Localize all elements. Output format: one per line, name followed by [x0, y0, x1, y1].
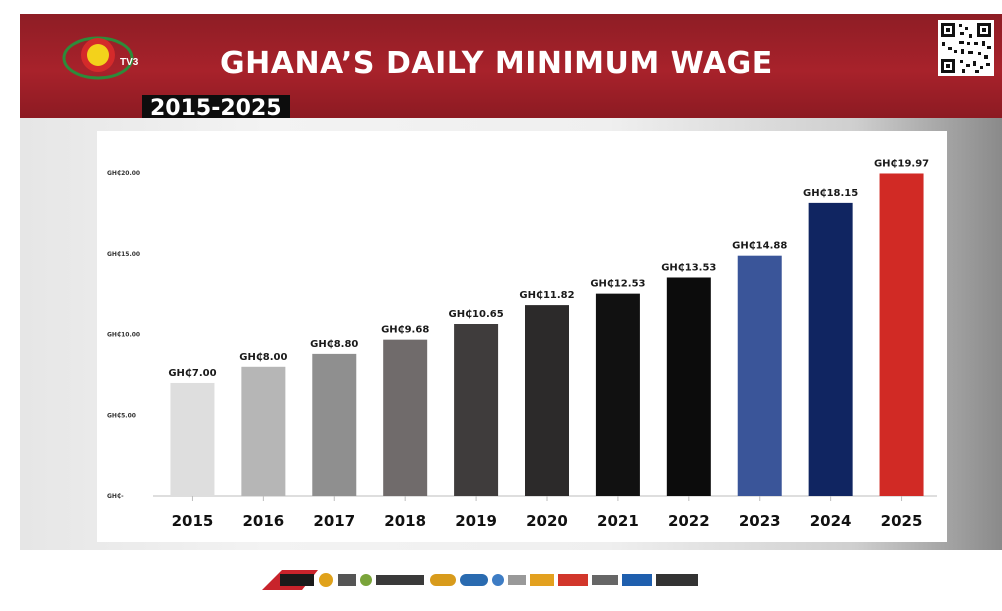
- y-tick-label: GH₵10.00: [107, 332, 140, 339]
- akoma-logo: [530, 574, 554, 586]
- page-title: GHANA’S DAILY MINIMUM WAGE: [220, 46, 773, 81]
- data-label: GH₵9.68: [381, 325, 429, 336]
- data-label: GH₵19.97: [874, 158, 929, 169]
- x-tick-label: 2020: [526, 512, 568, 530]
- bar-2020: [525, 305, 569, 496]
- data-label: GH₵8.80: [310, 339, 358, 350]
- data-label: GH₵12.53: [590, 279, 645, 290]
- bar-2018: [383, 339, 428, 496]
- data-label: GH₵10.65: [449, 309, 504, 320]
- year-range-label: 2015-2025: [142, 95, 290, 122]
- x-tick-label: 2023: [739, 512, 781, 530]
- sponsor-logos: [262, 570, 698, 590]
- x-tick-label: 2015: [172, 512, 214, 530]
- data-label: GH₵8.00: [239, 352, 287, 363]
- onua-tv-logo: [460, 574, 488, 586]
- 3fm-logo: [338, 574, 356, 586]
- tv3-logo: [62, 36, 134, 80]
- data-label: GH₵13.53: [661, 262, 716, 273]
- y-tick-label: GH₵5.00: [107, 412, 136, 419]
- chart-panel: GH₵- GH₵5.00 GH₵10.00 GH₵15.00 GH₵20.00 GH₵7.…: [97, 131, 947, 542]
- sponsor-logo-2: [592, 575, 618, 585]
- bar-2017: [312, 353, 357, 496]
- y-tick-label: GH₵20.00: [107, 170, 140, 177]
- bar-2021: [595, 293, 640, 496]
- tv3-sponsor-logo: [319, 573, 333, 587]
- x-tick-label: 2024: [810, 512, 852, 530]
- data-label: GH₵7.00: [168, 368, 216, 379]
- onua-logo: [430, 574, 456, 586]
- data-label: GH₵18.15: [803, 188, 858, 199]
- y-tick-label: GH₵15.00: [107, 251, 140, 258]
- x-tick-label: 2016: [242, 512, 284, 530]
- brand-label: TV3: [120, 57, 139, 68]
- data-label: GH₵14.88: [732, 241, 787, 252]
- bar-2025: [879, 173, 924, 496]
- x-tick-label: 2017: [313, 512, 355, 530]
- apl-logo: [622, 574, 652, 586]
- bar-chart: GH₵- GH₵5.00 GH₵10.00 GH₵15.00 GH₵20.00 GH₵7.…: [107, 158, 937, 530]
- connect-logo: [508, 575, 526, 585]
- qr-code-icon: [938, 20, 994, 76]
- 3news-logo: [492, 574, 504, 586]
- bar-2023: [737, 255, 782, 496]
- x-tick-label: 2019: [455, 512, 497, 530]
- x-tick-label: 2022: [668, 512, 710, 530]
- adom-logo: [558, 574, 588, 586]
- x-tick-label: 2018: [384, 512, 426, 530]
- x-tick-label: 2025: [881, 512, 923, 530]
- media-general-logo-block: [280, 574, 314, 586]
- bar-2015: [170, 382, 215, 496]
- bar-2022: [666, 277, 711, 496]
- foundation-logo: [376, 575, 424, 585]
- mg-digital-logo: [656, 574, 698, 586]
- bar-2019: [454, 324, 499, 496]
- y-tick-label: GH₵-: [107, 493, 124, 500]
- bar-2016: [241, 366, 286, 496]
- sponsor-logo: [360, 574, 372, 586]
- data-label: GH₵11.82: [519, 290, 574, 301]
- bar-2024: [808, 202, 853, 496]
- x-tick-label: 2021: [597, 512, 639, 530]
